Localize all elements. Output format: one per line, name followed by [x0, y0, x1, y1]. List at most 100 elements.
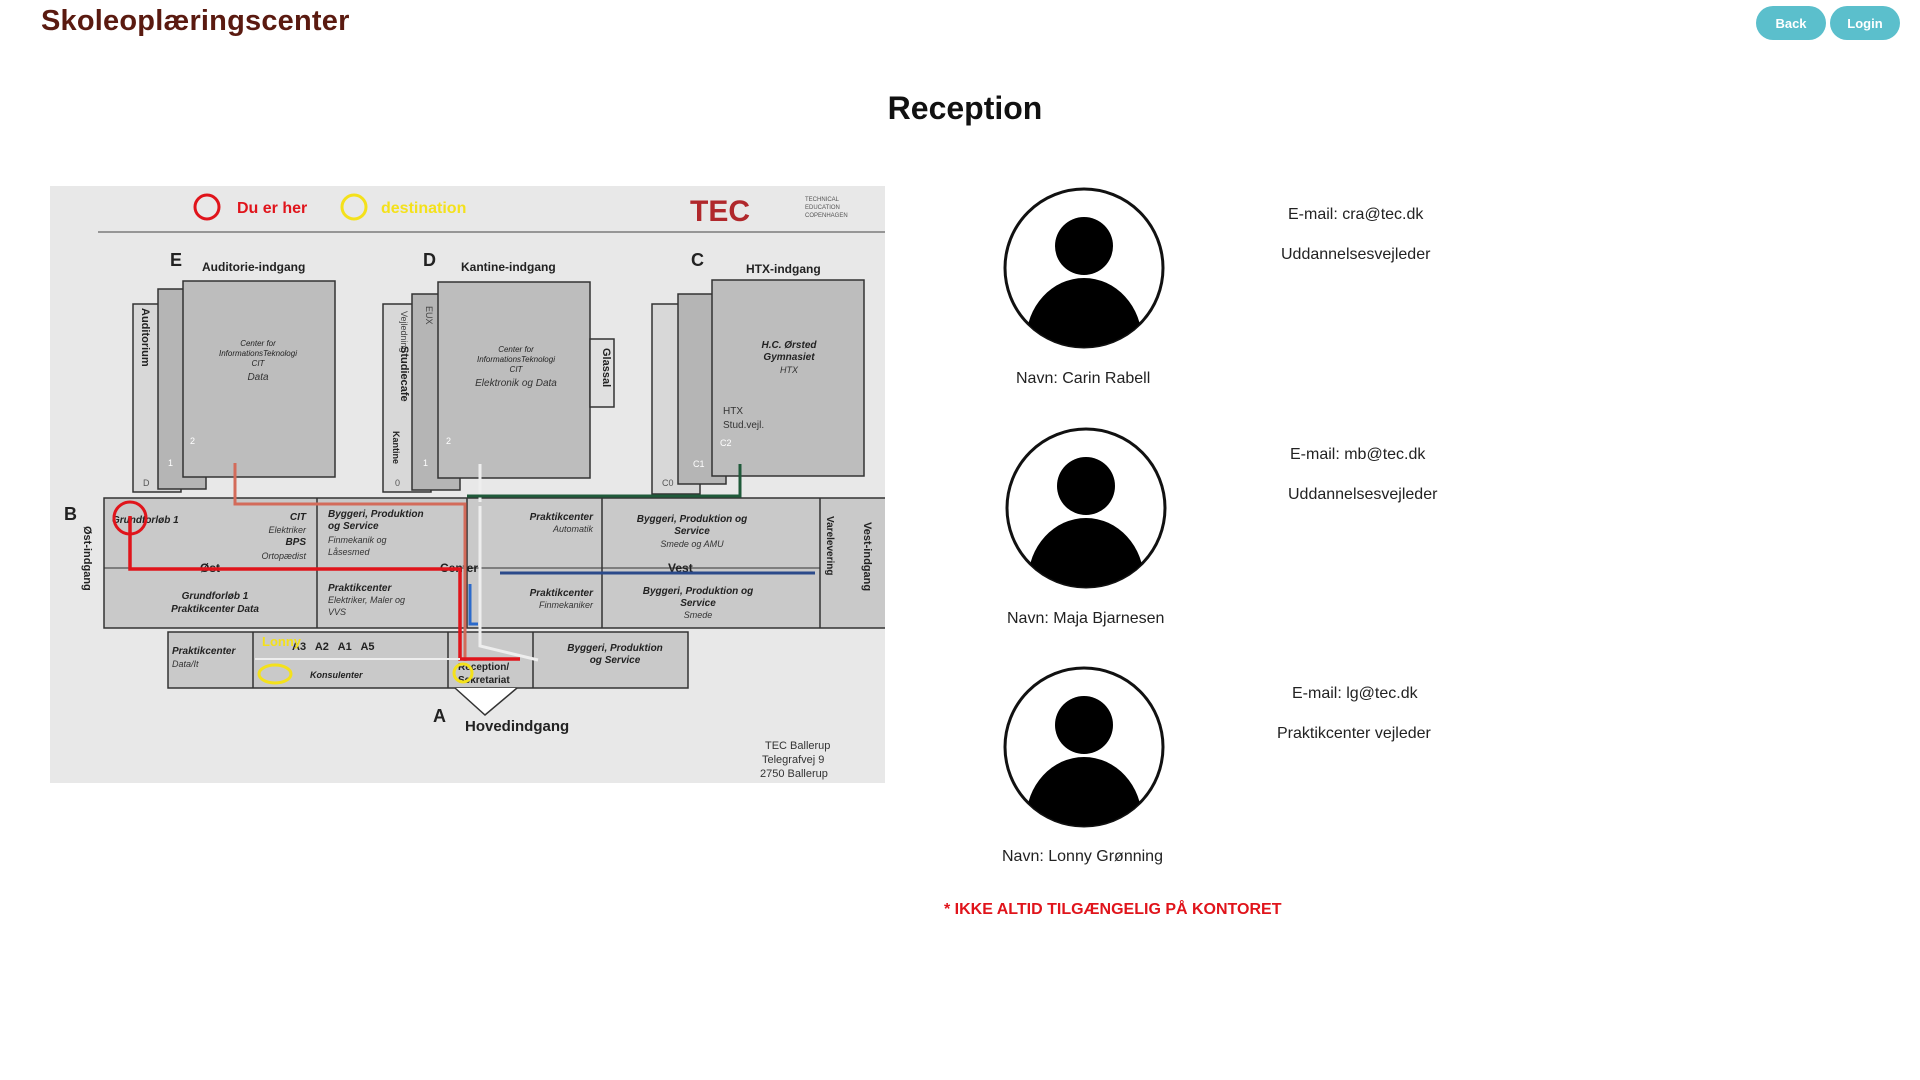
address-2: Telegrafvej 9 — [762, 754, 824, 766]
c-floor-c0: C0 — [662, 478, 674, 488]
gf-data-1: Grundforløb 1 — [182, 591, 249, 602]
you-are-here-marker — [112, 500, 148, 536]
destination-legend-icon — [340, 193, 368, 221]
konsulenter-label: Konsulenter — [310, 670, 363, 680]
destination-marker-reception — [452, 662, 474, 684]
ortopaedist-label: Ortopædist — [261, 551, 306, 561]
entrance-a-label: Hovedindgang — [465, 718, 569, 735]
varelevering-label: Varelevering — [824, 516, 835, 575]
address-3: 2750 Ballerup — [760, 768, 828, 780]
bps-smede-1: Byggeri, Produktion og — [637, 514, 748, 525]
finmek-1: Finmekanik og — [328, 535, 387, 545]
entrance-c-label: HTX-indgang — [746, 262, 821, 276]
bps-smede-3: Smede og AMU — [660, 539, 724, 549]
tec-logo: TEC — [690, 195, 750, 228]
praktik-auto-2: Automatik — [552, 524, 594, 534]
praktik-data-2: Data/It — [172, 659, 199, 669]
praktik-el-1: Praktikcenter — [328, 583, 392, 594]
person-name: Navn: Maja Bjarnesen — [1007, 610, 1165, 627]
entrance-b-label: Øst-indgang — [81, 526, 93, 591]
gf-data-2: Praktikcenter Data — [171, 604, 259, 615]
entrance-e-label: Auditorie-indgang — [202, 260, 305, 274]
here-legend-label: Du er her — [237, 200, 307, 217]
eux-label: EUX — [424, 306, 434, 325]
e-floor-d: D — [143, 478, 150, 488]
destination-legend-label: destination — [381, 200, 466, 217]
hc-2: Gymnasiet — [763, 352, 815, 363]
reception-2: Sekretariat — [458, 675, 510, 686]
e-floor-1: 1 — [168, 458, 173, 468]
avatar-icon — [1003, 666, 1165, 828]
studvejl-label: Stud.vejl. — [723, 420, 764, 431]
back-button[interactable]: Back — [1756, 6, 1826, 40]
person-name: Navn: Lonny Grønning — [1002, 848, 1163, 865]
bps-smede2-2: Service — [680, 598, 716, 609]
cit-label: CIT — [290, 512, 307, 523]
praktik-fin-1: Praktikcenter — [530, 588, 594, 599]
cit-e-3: CIT — [252, 359, 266, 368]
htx-label: HTX — [723, 406, 743, 417]
lonny-map-label: Lonny — [262, 634, 302, 649]
person-role: Uddannelsesvejleder — [1281, 246, 1431, 263]
d-floor-0: 0 — [395, 478, 400, 488]
studiecafe-label: Studiecafe — [398, 346, 410, 402]
entrance-c-letter: C — [691, 250, 704, 270]
entrance-d-letter: D — [423, 250, 436, 270]
cit-e-2: InformationsTeknologi — [219, 349, 297, 358]
brand-title: Skoleoplæringscenter — [41, 5, 350, 37]
bps-smede-2: Service — [674, 526, 710, 537]
d-floor-1: 1 — [423, 458, 428, 468]
cit-d-2: InformationsTeknologi — [477, 355, 555, 364]
tec-logo-sub-3: COPENHAGEN — [805, 213, 848, 219]
hc-1: H.C. Ørsted — [761, 340, 817, 351]
bps-smede2-1: Byggeri, Produktion og — [643, 586, 754, 597]
avatar-icon — [1003, 187, 1165, 349]
byggeri-2: og Service — [328, 521, 379, 532]
tec-logo-sub-2: EDUCATION — [805, 205, 840, 211]
entrance-b-letter: B — [64, 504, 77, 524]
page-title: Reception — [887, 90, 1043, 126]
praktik-el-2: Elektriker, Maler og — [328, 595, 405, 605]
person-email: E-mail: mb@tec.dk — [1290, 446, 1426, 463]
person-email: E-mail: lg@tec.dk — [1292, 685, 1418, 702]
address-1: TEC Ballerup — [765, 740, 830, 752]
kantine-label: Kantine — [391, 431, 401, 464]
praktik-data-1: Praktikcenter — [172, 646, 236, 657]
destination-marker-konsulenter — [257, 663, 293, 685]
vejledning-label: Vejledning — [399, 311, 409, 353]
person-role: Uddannelsesvejleder — [1288, 486, 1438, 503]
login-button[interactable]: Login — [1830, 6, 1900, 40]
bps-a-2: og Service — [590, 655, 641, 666]
entrance-d-label: Kantine-indgang — [461, 260, 556, 274]
cit-d-3: CIT — [510, 365, 524, 374]
cit-e-4: Data — [247, 372, 269, 383]
bps-smede2-3: Smede — [684, 610, 713, 620]
elektriker-label: Elektriker — [268, 525, 307, 535]
c-floor-c1: C1 — [693, 459, 705, 469]
bps-a-1: Byggeri, Produktion — [567, 643, 663, 654]
byggeri-1: Byggeri, Produktion — [328, 509, 424, 520]
rooms-label: A3 A2 A1 A5 — [292, 641, 375, 653]
building-map: Du er her destination TEC TECHNICAL EDUC… — [50, 186, 885, 783]
cit-e-1: Center for — [240, 339, 276, 348]
tec-logo-sub-1: TECHNICAL — [805, 197, 840, 203]
praktik-el-3: VVS — [328, 607, 346, 617]
c-floor-c2: C2 — [720, 438, 732, 448]
here-legend-icon — [193, 193, 221, 221]
availability-notice: * IKKE ALTID TILGÆNGELIG PÅ KONTORET — [944, 901, 1282, 918]
person-name: Navn: Carin Rabell — [1016, 370, 1151, 387]
entrance-a-letter: A — [433, 706, 446, 726]
cit-d-4: Elektronik og Data — [475, 378, 557, 389]
person-email: E-mail: cra@tec.dk — [1288, 206, 1424, 223]
avatar-icon — [1005, 427, 1167, 589]
e-floor-2: 2 — [190, 436, 195, 446]
hc-3: HTX — [780, 365, 799, 375]
entrance-e-letter: E — [170, 250, 182, 270]
finmek-2: Låsesmed — [328, 547, 371, 557]
auditorium-label: Auditorium — [139, 308, 151, 367]
person-role: Praktikcenter vejleder — [1277, 725, 1431, 742]
west-entrance-label: Vest-indgang — [861, 522, 873, 591]
praktik-fin-2: Finmekaniker — [539, 600, 594, 610]
cit-d-1: Center for — [498, 345, 534, 354]
glassal-label: Glassal — [600, 348, 612, 387]
